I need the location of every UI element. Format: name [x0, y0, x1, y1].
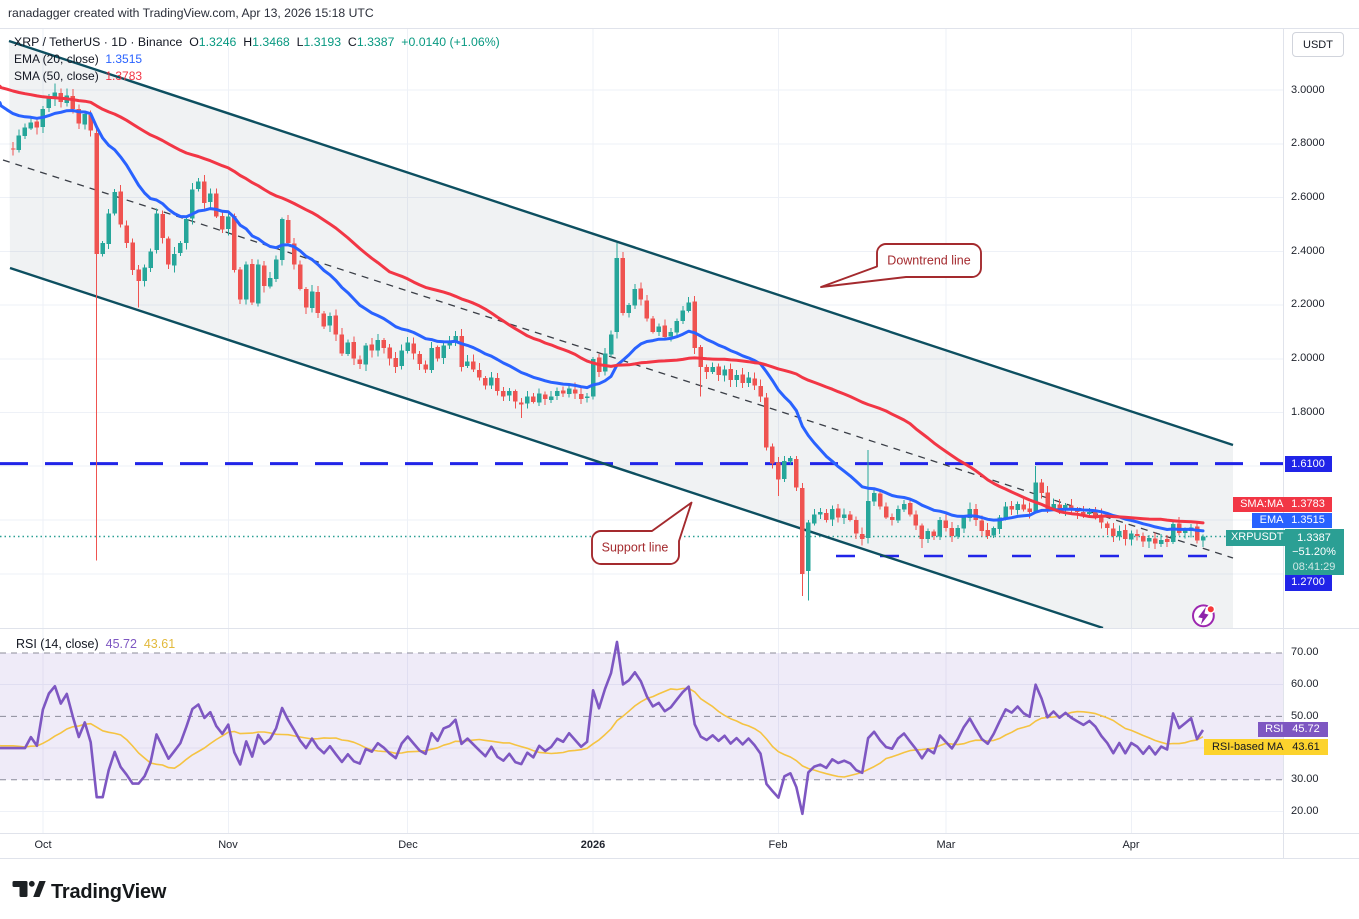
- svg-text:TradingView: TradingView: [51, 881, 167, 903]
- svg-text:Downtrend line: Downtrend line: [887, 254, 970, 268]
- svg-text:Support line: Support line: [602, 541, 669, 555]
